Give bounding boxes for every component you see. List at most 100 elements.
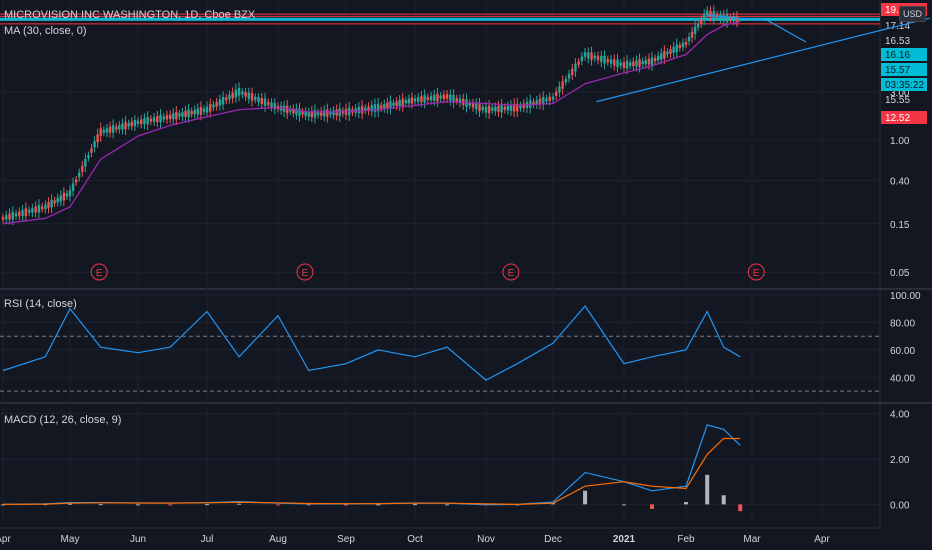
- candle-body: [625, 60, 629, 69]
- macd-axis-label: 4.00: [890, 410, 910, 421]
- time-axis-label: Oct: [407, 534, 423, 545]
- candle-body: [653, 58, 657, 62]
- candle-body: [398, 100, 401, 107]
- candle-body: [583, 52, 587, 57]
- candle-body: [56, 197, 59, 203]
- time-axis-label: Apr: [0, 534, 11, 545]
- time-axis-label: Mar: [743, 534, 761, 545]
- candle-body: [241, 91, 244, 95]
- rsi-legend-label: RSI (14, close): [4, 298, 77, 310]
- candle-body: [105, 128, 109, 133]
- candle-body: [111, 125, 115, 133]
- candle-body: [442, 94, 446, 100]
- candle-body: [11, 211, 14, 220]
- candle-body: [587, 52, 590, 59]
- currency-badge[interactable]: USD: [898, 6, 926, 22]
- earnings-marker: [747, 263, 765, 281]
- candle-body: [429, 95, 433, 101]
- candle-body: [436, 93, 439, 102]
- candle-body: [577, 61, 580, 65]
- candle-body: [516, 103, 519, 112]
- symbol-legend[interactable]: MICROVISION INC WASHINGTON, 1D, Cboe BZX: [4, 9, 255, 21]
- candle-body: [149, 118, 153, 122]
- candle-body: [370, 105, 373, 112]
- candle-body: [37, 204, 41, 213]
- macd-histogram-bar: [168, 504, 173, 506]
- candle-body: [377, 103, 380, 112]
- candle-body: [687, 36, 691, 42]
- macd-histogram-bar: [413, 504, 417, 506]
- candle-body: [722, 15, 725, 22]
- price-level-label: 19.99: [885, 5, 910, 16]
- macd-histogram-bar: [551, 503, 555, 505]
- price-level-label: 15.55: [885, 95, 910, 106]
- candle-body: [458, 98, 462, 104]
- candle-body: [373, 104, 377, 112]
- candle-body: [383, 103, 386, 109]
- candle-body: [564, 79, 568, 83]
- candle-body: [162, 116, 165, 120]
- price-level-badge: [881, 63, 927, 76]
- candle-body: [471, 102, 475, 108]
- macd-axis-label: 2.00: [890, 455, 910, 466]
- candle-body: [509, 104, 513, 111]
- macd-histogram-bar: [237, 503, 242, 505]
- candle-body: [81, 165, 84, 172]
- candle-body: [494, 106, 497, 112]
- candle-body: [175, 111, 178, 120]
- candle-body: [225, 97, 228, 101]
- rsi-line: [2, 305, 741, 381]
- candle-body: [613, 59, 616, 66]
- rsi-axis-label: 100.00: [890, 291, 921, 302]
- rsi-axis-label: 60.00: [890, 346, 915, 357]
- time-axis-label: Feb: [677, 534, 695, 545]
- candle-body: [319, 111, 323, 116]
- candle-body: [449, 94, 452, 101]
- candle-body: [506, 105, 510, 111]
- candle-body: [74, 179, 78, 183]
- macd-histogram-bar: [583, 490, 588, 505]
- candle-body: [263, 98, 267, 107]
- candle-body: [712, 11, 716, 19]
- candle-body: [165, 115, 169, 120]
- price-axis-label: 0.40: [890, 177, 910, 188]
- macd-legend[interactable]: MACD (12, 26, close, 9): [4, 414, 121, 426]
- candle-body: [678, 45, 682, 49]
- candle-body: [732, 16, 735, 22]
- candle-body: [663, 50, 666, 59]
- candle-body: [367, 106, 370, 112]
- candle-body: [270, 102, 273, 108]
- candle-body: [313, 110, 317, 118]
- macd-histogram-bar: [738, 504, 743, 512]
- candle-body: [215, 102, 218, 107]
- candle-body: [14, 213, 18, 217]
- candle-body: [187, 109, 190, 117]
- candle-body: [616, 59, 619, 68]
- candle-body: [681, 42, 685, 48]
- candle-body: [725, 14, 729, 23]
- candle-body: [65, 193, 69, 197]
- candle-body: [307, 112, 310, 117]
- candle-body: [364, 107, 367, 111]
- candle-body: [580, 56, 584, 62]
- candle-body: [567, 74, 571, 79]
- price-axis-label: 0.05: [890, 268, 910, 279]
- candle-body: [548, 96, 551, 102]
- candle-body: [666, 51, 669, 55]
- ma-line: [2, 20, 741, 225]
- triangle-top-line: [707, 14, 768, 22]
- time-axis-label: Dec: [544, 534, 562, 545]
- time-axis-label: 2021: [613, 534, 636, 545]
- candle-body: [289, 108, 292, 112]
- ma-legend[interactable]: MA (30, close, 0): [4, 25, 87, 37]
- support-trend-line: [596, 17, 931, 103]
- time-axis-label: Jun: [130, 534, 146, 545]
- candle-body: [212, 104, 215, 108]
- candle-body: [481, 107, 484, 111]
- candle-body: [404, 100, 407, 104]
- candle-body: [286, 105, 289, 114]
- rsi-legend[interactable]: RSI (14, close): [4, 298, 77, 310]
- candle-body: [638, 59, 641, 67]
- candle-body: [71, 183, 75, 191]
